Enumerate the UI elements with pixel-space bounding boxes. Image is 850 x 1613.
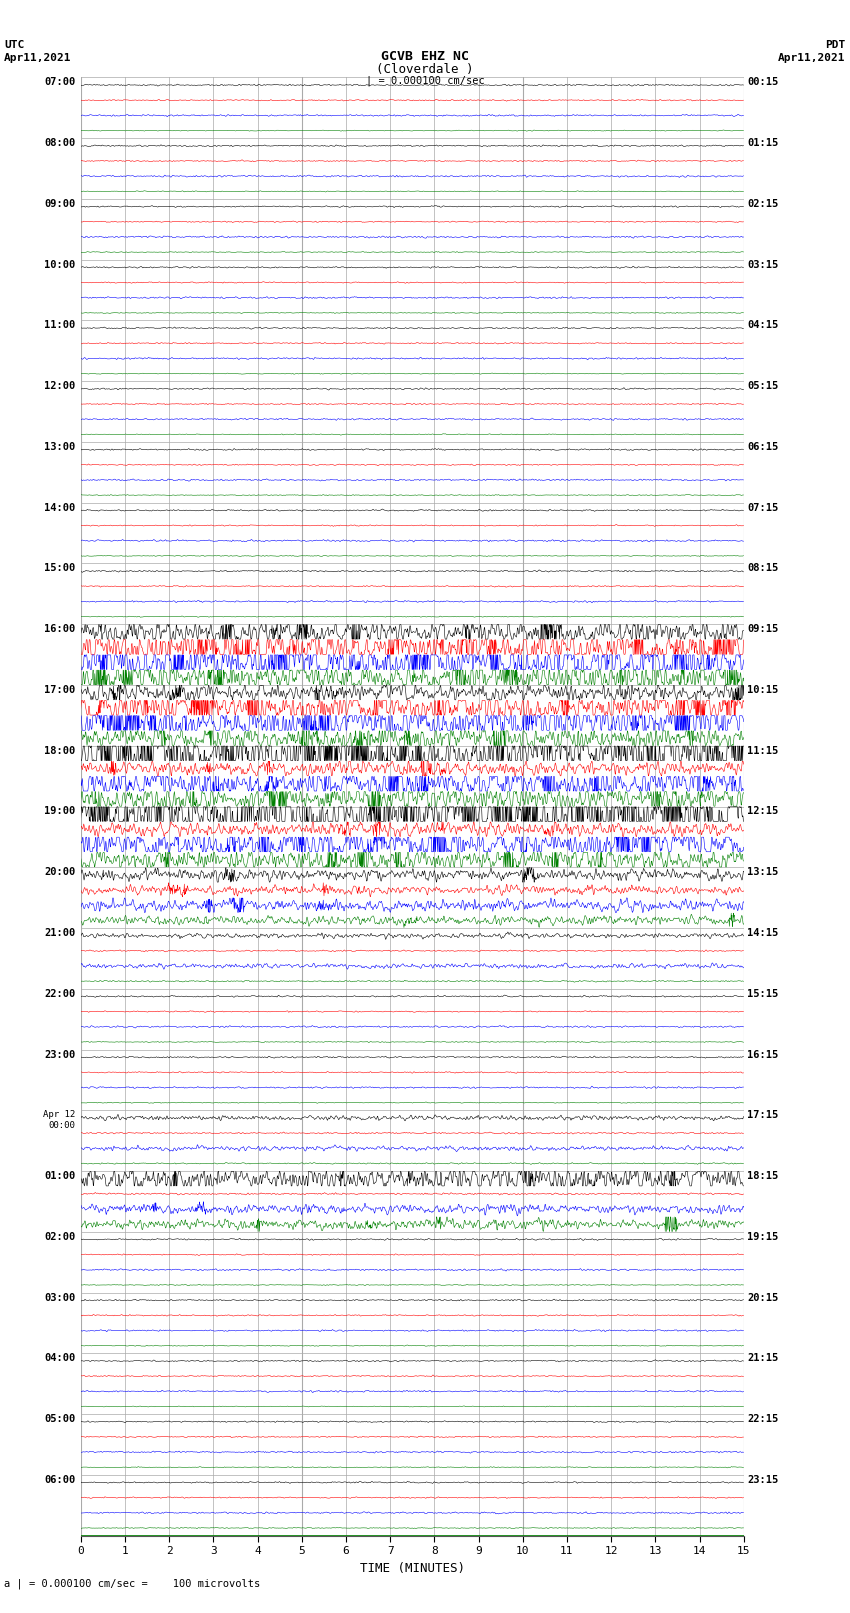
Text: UTC: UTC <box>4 40 25 50</box>
Text: 02:00: 02:00 <box>44 1232 76 1242</box>
Text: 07:15: 07:15 <box>747 503 779 513</box>
Text: 03:15: 03:15 <box>747 260 779 269</box>
Text: Apr11,2021: Apr11,2021 <box>779 53 846 63</box>
Text: 22:00: 22:00 <box>44 989 76 998</box>
Text: 14:00: 14:00 <box>44 503 76 513</box>
Text: 15:15: 15:15 <box>747 989 779 998</box>
Text: 09:00: 09:00 <box>44 198 76 210</box>
Text: 22:15: 22:15 <box>747 1415 779 1424</box>
Text: 05:15: 05:15 <box>747 381 779 392</box>
Text: 12:15: 12:15 <box>747 806 779 816</box>
Text: 02:15: 02:15 <box>747 198 779 210</box>
Text: 04:00: 04:00 <box>44 1353 76 1363</box>
Text: 11:00: 11:00 <box>44 321 76 331</box>
Text: 17:15: 17:15 <box>747 1110 779 1121</box>
Text: Apr 12
00:00: Apr 12 00:00 <box>43 1110 76 1129</box>
Text: 21:15: 21:15 <box>747 1353 779 1363</box>
Text: Apr11,2021: Apr11,2021 <box>4 53 71 63</box>
Text: 20:15: 20:15 <box>747 1292 779 1303</box>
Text: (Cloverdale ): (Cloverdale ) <box>377 63 473 76</box>
Text: | = 0.000100 cm/sec: | = 0.000100 cm/sec <box>366 76 484 87</box>
Text: 01:00: 01:00 <box>44 1171 76 1181</box>
Text: 03:00: 03:00 <box>44 1292 76 1303</box>
Text: 23:15: 23:15 <box>747 1474 779 1486</box>
Text: 05:00: 05:00 <box>44 1415 76 1424</box>
Text: 15:00: 15:00 <box>44 563 76 574</box>
Text: 08:15: 08:15 <box>747 563 779 574</box>
Text: 14:15: 14:15 <box>747 927 779 939</box>
Text: GCVB EHZ NC: GCVB EHZ NC <box>381 50 469 63</box>
Text: 23:00: 23:00 <box>44 1050 76 1060</box>
Text: 06:15: 06:15 <box>747 442 779 452</box>
Text: 10:00: 10:00 <box>44 260 76 269</box>
Text: 19:15: 19:15 <box>747 1232 779 1242</box>
Text: 00:15: 00:15 <box>747 77 779 87</box>
Text: 12:00: 12:00 <box>44 381 76 392</box>
Text: 16:00: 16:00 <box>44 624 76 634</box>
Text: 18:15: 18:15 <box>747 1171 779 1181</box>
Text: 13:15: 13:15 <box>747 868 779 877</box>
Text: 06:00: 06:00 <box>44 1474 76 1486</box>
Text: 18:00: 18:00 <box>44 745 76 756</box>
X-axis label: TIME (MINUTES): TIME (MINUTES) <box>360 1561 465 1574</box>
Text: PDT: PDT <box>825 40 846 50</box>
Text: 20:00: 20:00 <box>44 868 76 877</box>
Text: 09:15: 09:15 <box>747 624 779 634</box>
Text: 01:15: 01:15 <box>747 139 779 148</box>
Text: 07:00: 07:00 <box>44 77 76 87</box>
Text: 21:00: 21:00 <box>44 927 76 939</box>
Text: 16:15: 16:15 <box>747 1050 779 1060</box>
Text: 11:15: 11:15 <box>747 745 779 756</box>
Text: 08:00: 08:00 <box>44 139 76 148</box>
Text: a | = 0.000100 cm/sec =    100 microvolts: a | = 0.000100 cm/sec = 100 microvolts <box>4 1578 260 1589</box>
Text: 13:00: 13:00 <box>44 442 76 452</box>
Text: 17:00: 17:00 <box>44 686 76 695</box>
Text: 19:00: 19:00 <box>44 806 76 816</box>
Text: 04:15: 04:15 <box>747 321 779 331</box>
Text: 10:15: 10:15 <box>747 686 779 695</box>
